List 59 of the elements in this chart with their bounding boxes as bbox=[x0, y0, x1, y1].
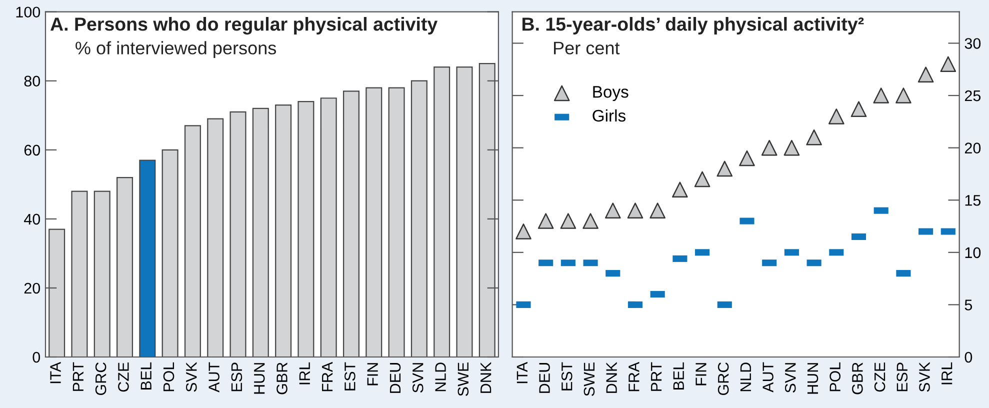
y-tick-label: 80 bbox=[24, 76, 40, 87]
x-tick-label: IRL bbox=[299, 362, 310, 384]
x-tick-label: FIN bbox=[367, 363, 378, 386]
x-tick-label: POL bbox=[163, 362, 174, 392]
x-tick-label: SWE bbox=[458, 362, 469, 396]
x-tick-label: SVN bbox=[412, 363, 424, 393]
x-tick-label: NLD bbox=[740, 362, 751, 392]
x-tick-label: HUN bbox=[254, 363, 265, 394]
y-tick-label: 60 bbox=[24, 144, 40, 156]
chart-title: B. 15-year-olds’ daily physical activity² bbox=[522, 17, 864, 34]
x-tick-label: ESP bbox=[231, 362, 242, 392]
x-tick-label: AUT bbox=[208, 362, 220, 392]
x-tick-label: FRA bbox=[322, 362, 333, 392]
x-tick-label: DNK bbox=[480, 362, 492, 393]
y-tick-label: 10 bbox=[965, 247, 981, 258]
x-tick-label: BEL bbox=[673, 362, 684, 390]
x-tick-label: EST bbox=[561, 362, 572, 390]
x-tick-label: PRT bbox=[72, 362, 84, 391]
text: Per cent bbox=[554, 42, 620, 54]
x-tick-label: SVK bbox=[919, 362, 930, 392]
y-tick-label: 100 bbox=[16, 6, 40, 18]
x-tick-label: PRT bbox=[651, 362, 662, 391]
legend-label: Girls bbox=[592, 109, 626, 122]
x-tick-label: CZE bbox=[118, 362, 129, 392]
x-tick-label: BEL bbox=[140, 362, 152, 390]
x-tick-label: POL bbox=[830, 362, 840, 392]
y-tick-label: 0 bbox=[964, 352, 972, 363]
x-tick-label: IRL bbox=[942, 362, 952, 384]
y-tick-label: 25 bbox=[964, 90, 981, 102]
y-tick-label: 30 bbox=[964, 38, 981, 49]
y-tick-label: 20 bbox=[24, 282, 40, 294]
y-tick-label: 40 bbox=[24, 214, 40, 225]
x-tick-label: EST bbox=[344, 362, 356, 390]
y-tick-label: 5 bbox=[964, 300, 972, 310]
x-tick-label: FRA bbox=[628, 362, 640, 392]
x-tick-label: GRC bbox=[95, 362, 106, 396]
x-tick-label: FIN bbox=[696, 363, 706, 386]
x-tick-label: ITA bbox=[516, 362, 528, 384]
x-tick-label: DNK bbox=[606, 362, 617, 393]
y-tick-label: 20 bbox=[964, 142, 981, 154]
chart-title: A. Persons who do regular physical activity bbox=[50, 17, 438, 35]
y-tick-label: 15 bbox=[965, 195, 981, 206]
x-tick-label: DEU bbox=[390, 363, 401, 393]
x-tick-label: CZE bbox=[874, 362, 886, 392]
x-tick-label: NLD bbox=[435, 362, 446, 392]
x-tick-label: DEU bbox=[539, 363, 550, 393]
x-tick-label: SVK bbox=[186, 362, 197, 392]
x-tick-label: GRC bbox=[718, 362, 729, 396]
x-tick-label: GBR bbox=[852, 362, 863, 394]
x-tick-label: AUT bbox=[762, 362, 774, 392]
text: % of interviewed persons bbox=[76, 41, 276, 58]
x-tick-label: HUN bbox=[807, 363, 818, 394]
legend-label: Boys bbox=[593, 86, 628, 102]
y-tick-label: 0 bbox=[32, 352, 40, 363]
x-tick-label: SWE bbox=[584, 362, 595, 396]
x-tick-label: GBR bbox=[276, 362, 288, 394]
x-tick-label: ESP bbox=[896, 362, 908, 392]
x-tick-label: SVN bbox=[784, 363, 796, 393]
x-tick-label: ITA bbox=[50, 362, 61, 384]
